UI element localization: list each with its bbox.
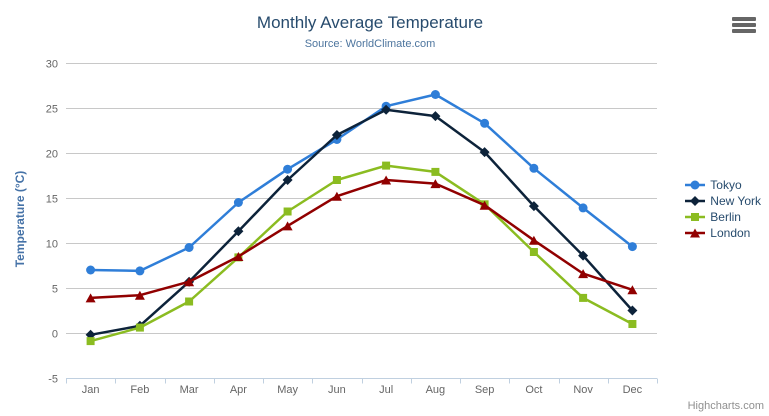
- marker-tokyo[interactable]: [283, 164, 293, 174]
- marker-tokyo[interactable]: [86, 265, 96, 275]
- marker-new-york[interactable]: [282, 175, 293, 185]
- y-tick-label: 5: [52, 284, 58, 296]
- marker-new-york[interactable]: [627, 305, 638, 316]
- marker-new-york[interactable]: [331, 130, 342, 140]
- legend-marker-tokyo: [685, 180, 706, 190]
- legend-item-new-york[interactable]: New York: [685, 194, 761, 208]
- legend: Tokyo New York Berlin London: [685, 178, 761, 240]
- legend-label: London: [710, 226, 751, 240]
- x-tick-label: Mar: [180, 384, 199, 396]
- y-tick-label: 20: [46, 149, 58, 161]
- legend-label: New York: [710, 194, 761, 208]
- marker-london[interactable]: [233, 252, 244, 261]
- x-tick-label: Oct: [525, 384, 542, 396]
- marker-tokyo[interactable]: [480, 118, 490, 128]
- marker-london[interactable]: [430, 179, 441, 189]
- x-tick-label: Aug: [426, 384, 446, 396]
- legend-item-london[interactable]: London: [685, 226, 761, 240]
- x-tick-label: Apr: [230, 384, 247, 396]
- chart-subtitle: Source: WorldClimate.com: [304, 38, 436, 50]
- y-tick-label: -5: [48, 374, 58, 386]
- marker-tokyo[interactable]: [529, 163, 539, 173]
- x-tick-label: Jun: [328, 384, 346, 396]
- marker-new-york[interactable]: [578, 250, 589, 261]
- marker-london[interactable]: [381, 175, 392, 185]
- marker-berlin[interactable]: [382, 161, 391, 170]
- marker-berlin[interactable]: [332, 176, 341, 184]
- hamburger-icon: [732, 17, 756, 33]
- marker-london[interactable]: [85, 293, 96, 303]
- series-line-tokyo: [89, 93, 634, 273]
- x-tick-label: Sep: [475, 384, 495, 396]
- x-tick-label: Dec: [623, 384, 643, 396]
- marker-new-york[interactable]: [479, 147, 490, 158]
- marker-tokyo[interactable]: [627, 242, 637, 252]
- legend-marker-new-york: [685, 196, 706, 206]
- legend-label: Berlin: [710, 210, 741, 224]
- marker-london[interactable]: [479, 200, 490, 210]
- marker-berlin[interactable]: [135, 323, 144, 332]
- marker-tokyo[interactable]: [578, 203, 588, 213]
- legend-marker-glyph-london[interactable]: [690, 228, 701, 238]
- marker-berlin[interactable]: [283, 207, 292, 216]
- y-tick-label: 10: [46, 239, 58, 251]
- marker-tokyo[interactable]: [135, 266, 145, 276]
- context-menu-button[interactable]: [732, 17, 756, 33]
- marker-berlin[interactable]: [529, 248, 538, 256]
- series-line-london: [89, 178, 634, 300]
- series-line-berlin: [89, 164, 634, 343]
- marker-tokyo[interactable]: [184, 243, 194, 252]
- legend-marker-berlin: [685, 213, 706, 221]
- legend-marker-glyph-new-york[interactable]: [690, 196, 701, 206]
- marker-tokyo[interactable]: [233, 198, 243, 207]
- marker-berlin[interactable]: [86, 337, 95, 346]
- series-new-york: [85, 104, 638, 340]
- marker-berlin[interactable]: [431, 167, 440, 176]
- y-tick-label: 15: [46, 194, 58, 206]
- y-tick-label: 0: [52, 329, 58, 341]
- legend-item-berlin[interactable]: Berlin: [685, 210, 761, 224]
- y-tick-label: 25: [46, 104, 58, 116]
- marker-tokyo[interactable]: [430, 90, 440, 99]
- legend-marker-london: [685, 228, 706, 238]
- marker-berlin[interactable]: [628, 320, 637, 328]
- chart-title: Monthly Average Temperature: [256, 13, 484, 32]
- marker-london[interactable]: [627, 285, 638, 295]
- x-tick-label: Feb: [130, 384, 149, 396]
- marker-new-york[interactable]: [233, 226, 244, 237]
- marker-london[interactable]: [184, 277, 195, 287]
- y-tick-label: 30: [46, 59, 58, 71]
- legend-label: Tokyo: [710, 178, 742, 192]
- marker-london[interactable]: [282, 221, 293, 231]
- marker-london[interactable]: [331, 191, 342, 201]
- x-tick-label: May: [277, 384, 298, 396]
- marker-new-york[interactable]: [430, 111, 441, 122]
- marker-london[interactable]: [528, 235, 539, 245]
- marker-new-york[interactable]: [528, 201, 539, 212]
- legend-item-tokyo[interactable]: Tokyo: [685, 178, 761, 192]
- marker-berlin[interactable]: [579, 293, 588, 302]
- marker-berlin[interactable]: [185, 297, 194, 306]
- series-tokyo: [86, 90, 637, 276]
- marker-new-york[interactable]: [381, 104, 392, 115]
- marker-london[interactable]: [134, 290, 145, 300]
- legend-marker-glyph-berlin[interactable]: [691, 213, 700, 221]
- series-line-new-york: [89, 108, 634, 337]
- x-tick-label: Jan: [82, 384, 100, 396]
- series-london: [85, 175, 638, 303]
- legend-marker-glyph-tokyo[interactable]: [690, 180, 700, 190]
- x-tick-label: Jul: [379, 384, 393, 396]
- highcharts-credit[interactable]: Highcharts.com: [687, 400, 764, 412]
- marker-london[interactable]: [578, 269, 589, 279]
- x-tick-label: Nov: [573, 384, 593, 396]
